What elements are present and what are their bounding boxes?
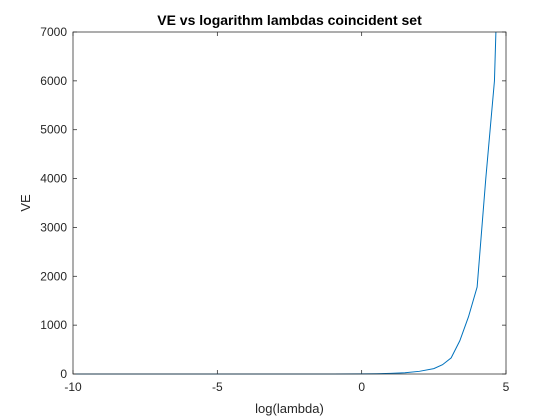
- ticks-layer: -10 -5 0 5 0 1000 2000 3000 4000 5000 6000 7000: [40, 25, 509, 394]
- x-tick-label: -5: [212, 380, 223, 394]
- y-tick-label: 5000: [40, 123, 67, 137]
- x-tick-label: 5: [503, 380, 510, 394]
- y-tick-label: 6000: [40, 74, 67, 88]
- x-tick-label: 0: [358, 380, 365, 394]
- x-axis-label: log(lambda): [255, 401, 324, 416]
- y-tick-label: 0: [60, 367, 67, 381]
- y-axis-label: VE: [18, 194, 33, 212]
- y-tick-label: 2000: [40, 269, 67, 283]
- y-tick-label: 1000: [40, 318, 67, 332]
- plot-area: [73, 32, 506, 374]
- y-tick-label: 3000: [40, 220, 67, 234]
- x-tick-label: -10: [64, 380, 82, 394]
- axes-box: [72, 31, 507, 375]
- y-tick-label: 7000: [40, 25, 67, 39]
- y-tick-label: 4000: [40, 172, 67, 186]
- chart-title: VE vs logarithm lambdas coincident set: [157, 12, 422, 28]
